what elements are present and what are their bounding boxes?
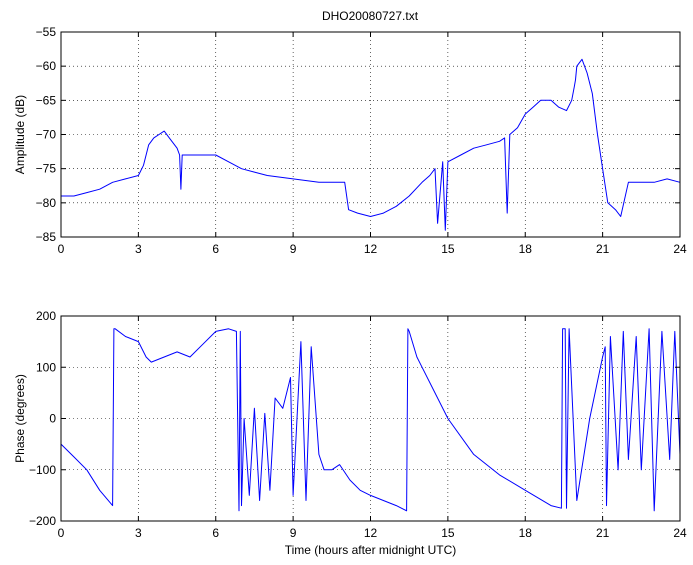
- y-tick-label: 100: [36, 360, 56, 374]
- x-tick-label: 12: [364, 526, 378, 540]
- x-tick-label: 18: [519, 242, 533, 256]
- x-tick-label: 6: [212, 526, 219, 540]
- x-tick-label: 0: [58, 242, 65, 256]
- y-tick-label: −75: [36, 162, 57, 176]
- y-tick-label: −70: [36, 128, 57, 142]
- x-tick-label: 18: [519, 526, 533, 540]
- x-tick-label: 21: [596, 526, 610, 540]
- chart-title: DHO20080727.txt: [322, 9, 419, 23]
- x-tick-label: 9: [290, 526, 297, 540]
- x-tick-label: 15: [441, 242, 455, 256]
- phase-panel: 0 3 6 9 12 15 18 21 24 −200 −100 0 100 200 Phase (degr…: [13, 309, 687, 557]
- y-axis-label: Amplitude (dB): [13, 95, 27, 174]
- x-tick-label: 3: [135, 242, 142, 256]
- y-tick-label: −100: [29, 463, 56, 477]
- y-tick-label: −200: [29, 514, 56, 528]
- y-tick-label: 0: [49, 412, 56, 426]
- x-tick-label: 21: [596, 242, 610, 256]
- x-tick-label: 9: [290, 242, 297, 256]
- y-tick-label: −85: [36, 230, 57, 244]
- x-tick-label: 6: [212, 242, 219, 256]
- amplitude-panel: 0 3 6 9 12 15 18 21 24 −85 −80 −75 −70 −65 −60 −55 Ampli…: [13, 25, 687, 256]
- x-tick-label: 0: [58, 526, 65, 540]
- x-tick-label: 15: [441, 526, 455, 540]
- y-tick-label: −55: [36, 25, 57, 39]
- x-tick-label: 12: [364, 242, 378, 256]
- x-tick-label: 24: [673, 242, 687, 256]
- x-tick-label: 3: [135, 526, 142, 540]
- x-tick-label: 24: [673, 526, 687, 540]
- y-tick-label: −80: [36, 196, 57, 210]
- y-tick-label: 200: [36, 309, 56, 323]
- y-tick-label: −65: [36, 93, 57, 107]
- y-tick-label: −60: [36, 59, 57, 73]
- series-line: [60, 328, 681, 512]
- y-axis-label: Phase (degrees): [13, 374, 27, 463]
- series-line: [61, 58, 681, 231]
- x-axis-label: Time (hours after midnight UTC): [285, 543, 457, 557]
